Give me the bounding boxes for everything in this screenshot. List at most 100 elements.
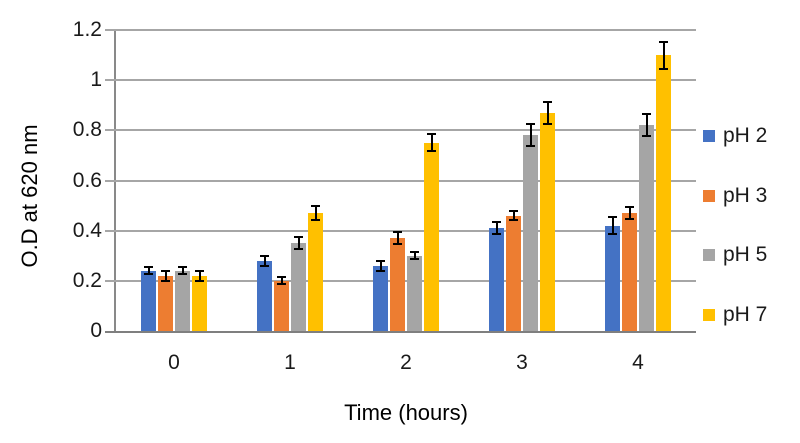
error-bar-line xyxy=(430,135,433,151)
error-bar-cap-top xyxy=(543,100,552,103)
bar-ph-2-t1 xyxy=(257,260,272,331)
error-bar-cap-bottom xyxy=(509,219,518,222)
legend-swatch-ph-7 xyxy=(703,309,715,321)
error-bar-cap-bottom xyxy=(659,67,668,70)
bar-ph-3-t1 xyxy=(274,280,289,331)
error-bar-line xyxy=(379,262,382,270)
error-bar-line xyxy=(263,257,266,265)
y-tick-label-0.8: 0.8 xyxy=(72,118,102,142)
error-bar-line xyxy=(529,125,532,146)
bar-ph-2-t3 xyxy=(489,228,504,331)
error-bar-cap-top xyxy=(195,270,204,273)
bar-ph-2-t4 xyxy=(605,225,620,331)
gridline-0.8 xyxy=(105,129,696,132)
bar-ph-7-t0 xyxy=(192,275,207,331)
gridline-1.2 xyxy=(105,29,696,31)
error-bar-cap-bottom xyxy=(144,273,153,276)
error-bar-cap-bottom xyxy=(608,233,617,236)
error-bar-line xyxy=(645,115,648,136)
bar-ph-7-t1 xyxy=(308,213,323,331)
error-bar-line xyxy=(164,272,167,280)
error-bar-cap-bottom xyxy=(195,279,204,282)
error-bar-cap-top xyxy=(492,221,501,224)
error-bar-cap-top xyxy=(294,236,303,239)
bar-ph-5-t0 xyxy=(175,270,190,331)
bar-ph-5-t2 xyxy=(407,255,422,331)
error-bar-cap-bottom xyxy=(393,243,402,246)
error-bar-cap-bottom xyxy=(376,269,385,272)
error-bar-line xyxy=(611,218,614,234)
x-axis-title: Time (hours) xyxy=(344,400,468,425)
error-bar-cap-bottom xyxy=(642,135,651,138)
error-bar-cap-top xyxy=(509,209,518,212)
error-bar-cap-bottom xyxy=(427,150,436,153)
error-bar-line xyxy=(396,233,399,244)
error-bar-cap-bottom xyxy=(543,122,552,125)
error-bar-cap-bottom xyxy=(526,145,535,148)
legend-item-ph-7: pH 7 xyxy=(703,302,767,328)
x-tick-label-2: 2 xyxy=(400,351,412,374)
legend-label-ph-2: pH 2 xyxy=(723,124,768,147)
error-bar-cap-bottom xyxy=(625,218,634,221)
legend-item-ph-5: pH 5 xyxy=(703,242,767,268)
bar-ph-3-t0 xyxy=(158,275,173,331)
error-bar-line xyxy=(413,253,416,259)
bar-ph-7-t3 xyxy=(540,112,555,331)
gridline-0.4 xyxy=(105,229,696,232)
error-bar-line xyxy=(662,42,665,68)
error-bar-cap-top xyxy=(277,276,286,279)
legend-swatch-ph-3 xyxy=(703,190,715,202)
bar-ph-5-t4 xyxy=(639,125,654,331)
legend-swatch-ph-2 xyxy=(703,130,715,142)
error-bar-cap-top xyxy=(178,266,187,269)
y-tick-label-0.2: 0.2 xyxy=(72,268,102,292)
x-tick-label-0: 0 xyxy=(168,351,180,374)
bar-ph-7-t4 xyxy=(656,55,671,331)
error-bar-cap-bottom xyxy=(260,264,269,267)
legend-label-ph-7: pH 7 xyxy=(723,303,768,326)
error-bar-line xyxy=(297,238,300,249)
error-bar-cap-top xyxy=(526,123,535,126)
error-bar-cap-top xyxy=(161,270,170,273)
bar-ph-7-t2 xyxy=(424,142,439,331)
error-bar-cap-top xyxy=(410,251,419,254)
y-tick-label-0.6: 0.6 xyxy=(72,168,102,192)
bar-ph-3-t4 xyxy=(622,213,637,331)
error-bar-cap-bottom xyxy=(277,283,286,286)
error-bar-cap-bottom xyxy=(492,233,501,236)
error-bar-cap-top xyxy=(260,255,269,257)
y-axis-title: O.D at 620 nm xyxy=(17,124,42,268)
y-tick-label-0: 0 xyxy=(90,319,102,342)
legend-label-ph-5: pH 5 xyxy=(723,243,768,266)
gridline-1 xyxy=(105,79,696,82)
error-bar-cap-bottom xyxy=(294,248,303,251)
error-bar-cap-top xyxy=(311,204,320,207)
bar-ph-5-t3 xyxy=(523,135,538,331)
bar-ph-3-t3 xyxy=(506,215,521,331)
error-bar-cap-top xyxy=(144,266,153,269)
x-tick-label-3: 3 xyxy=(516,351,528,374)
error-bar-cap-bottom xyxy=(178,273,187,276)
error-bar-line xyxy=(628,208,631,219)
error-bar-cap-bottom xyxy=(311,219,320,222)
error-bar-cap-top xyxy=(659,40,668,43)
error-bar-cap-bottom xyxy=(410,258,419,261)
legend-swatch-ph-5 xyxy=(703,249,715,261)
error-bar-line xyxy=(280,278,283,284)
bar-ph-5-t1 xyxy=(291,243,306,331)
error-bar-cap-top xyxy=(642,113,651,116)
y-tick-label-0.4: 0.4 xyxy=(72,218,102,242)
gridline-0.6 xyxy=(105,179,696,182)
bar-ph-3-t2 xyxy=(390,238,405,331)
x-tick-label-4: 4 xyxy=(632,351,644,374)
y-tick-label-1: 1 xyxy=(90,68,102,92)
error-bar-line xyxy=(181,268,184,274)
legend-item-ph-2: pH 2 xyxy=(703,123,767,149)
error-bar-cap-bottom xyxy=(161,279,170,282)
error-bar-cap-top xyxy=(608,216,617,219)
x-axis-line xyxy=(105,331,696,333)
bar-ph-2-t0 xyxy=(141,270,156,331)
error-bar-cap-top xyxy=(427,133,436,136)
legend-item-ph-3: pH 3 xyxy=(703,183,767,209)
